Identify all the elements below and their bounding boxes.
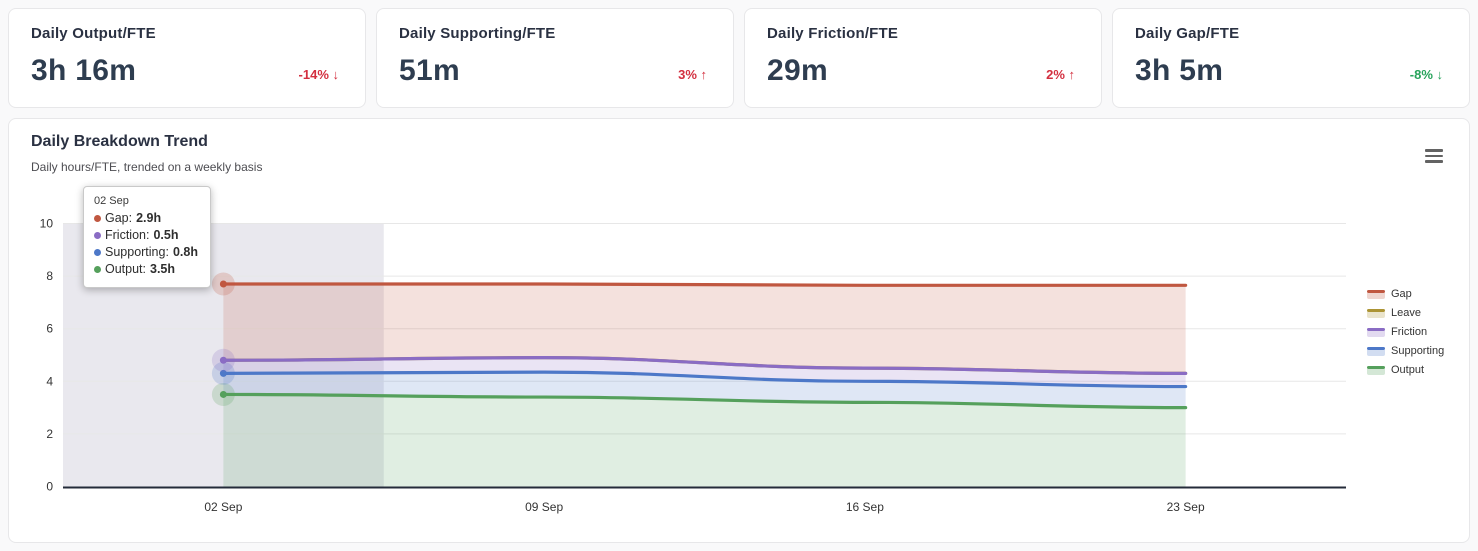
marker-dot-output	[219, 390, 227, 398]
kpi-value: 3h 16m	[31, 54, 137, 87]
legend-item-leave[interactable]: Leave	[1367, 307, 1444, 319]
kpi-title: Daily Friction/FTE	[767, 25, 899, 42]
area-supporting	[223, 372, 1186, 408]
kpi-change: -14% ↓	[298, 67, 339, 82]
legend-item-friction[interactable]: Friction	[1367, 326, 1444, 338]
tooltip-row-friction: Friction: 0.5h	[94, 227, 198, 244]
marker-dot-friction	[219, 356, 227, 364]
area-output	[223, 394, 1186, 487]
legend-marker-leave	[1367, 308, 1385, 318]
kpi-value: 29m	[767, 54, 828, 87]
y-axis-label: 4	[46, 374, 53, 388]
x-axis-label: 16 Sep	[846, 500, 884, 514]
tooltip-series-dot	[94, 266, 101, 273]
marker-dot-supporting	[219, 369, 227, 377]
legend-marker-supporting	[1367, 346, 1385, 356]
kpi-card-daily-supporting-fte: Daily Supporting/FTE 51m 3% ↑	[376, 8, 734, 108]
kpi-card-daily-friction-fte: Daily Friction/FTE 29m 2% ↑	[744, 8, 1102, 108]
legend-label: Supporting	[1391, 345, 1445, 357]
y-axis-label: 2	[46, 427, 53, 441]
kpi-row: Daily Output/FTE 3h 16m -14% ↓ Daily Suppor…	[8, 8, 1470, 108]
chart-legend: Gap Leave Friction Supporting Output	[1367, 288, 1444, 376]
daily-breakdown-trend-card: Daily Breakdown Trend Daily hours/FTE, t…	[8, 118, 1470, 543]
kpi-title: Daily Gap/FTE	[1135, 25, 1240, 42]
tooltip-series-dot	[94, 232, 101, 239]
legend-label: Gap	[1391, 288, 1412, 300]
legend-label: Leave	[1391, 307, 1421, 319]
legend-marker-gap	[1367, 289, 1385, 299]
kpi-value: 3h 5m	[1135, 54, 1224, 87]
chart-subtitle: Daily hours/FTE, trended on a weekly bas…	[31, 160, 263, 174]
y-axis-label: 10	[40, 217, 54, 231]
legend-label: Friction	[1391, 326, 1428, 338]
tooltip-row-gap: Gap: 2.9h	[94, 210, 198, 227]
legend-item-supporting[interactable]: Supporting	[1367, 345, 1444, 357]
legend-marker-friction	[1367, 327, 1385, 337]
tooltip-row-supporting: Supporting: 0.8h	[94, 244, 198, 261]
stacked-area-chart: 0 2 4 6 8 10 02 Sep 09 Sep 16 Sep 23 Sep	[40, 217, 1346, 514]
tooltip-row-output: Output: 3.5h	[94, 261, 198, 278]
chart-tooltip: 02 Sep Gap: 2.9h Friction: 0.5h Supporting: 0…	[83, 186, 211, 288]
tooltip-date: 02 Sep	[94, 195, 129, 207]
tooltip-series-dot	[94, 215, 101, 222]
area-gap	[223, 283, 1186, 374]
chart-title: Daily Breakdown Trend	[31, 133, 208, 150]
legend-label: Output	[1391, 364, 1425, 376]
tooltip-series-dot	[94, 249, 101, 256]
kpi-card-daily-gap-fte: Daily Gap/FTE 3h 5m -8% ↓	[1112, 8, 1470, 108]
kpi-change: 3% ↑	[678, 67, 707, 82]
y-axis-label: 8	[46, 269, 53, 283]
y-axis-label: 6	[46, 322, 53, 336]
kpi-value: 51m	[399, 54, 460, 87]
kpi-title: Daily Output/FTE	[31, 25, 156, 42]
line-output	[221, 392, 1188, 410]
legend-item-output[interactable]: Output	[1367, 364, 1444, 376]
kpi-change: 2% ↑	[1046, 67, 1075, 82]
area-friction	[223, 357, 1186, 387]
line-gap	[221, 282, 1188, 287]
legend-marker-output	[1367, 365, 1385, 375]
x-axis-label: 23 Sep	[1167, 500, 1205, 514]
line-supporting	[221, 370, 1188, 389]
legend-item-gap[interactable]: Gap	[1367, 288, 1444, 300]
x-axis-label: 09 Sep	[525, 500, 563, 514]
kpi-change: -8% ↓	[1409, 67, 1443, 82]
x-axis-label: 02 Sep	[204, 500, 242, 514]
marker-dot-gap	[219, 280, 227, 288]
kpi-title: Daily Supporting/FTE	[399, 25, 556, 42]
kpi-card-daily-output-fte: Daily Output/FTE 3h 16m -14% ↓	[8, 8, 366, 108]
chart-context-menu-icon[interactable]	[1425, 149, 1443, 166]
line-friction	[221, 356, 1188, 376]
y-axis-label: 0	[46, 480, 53, 494]
